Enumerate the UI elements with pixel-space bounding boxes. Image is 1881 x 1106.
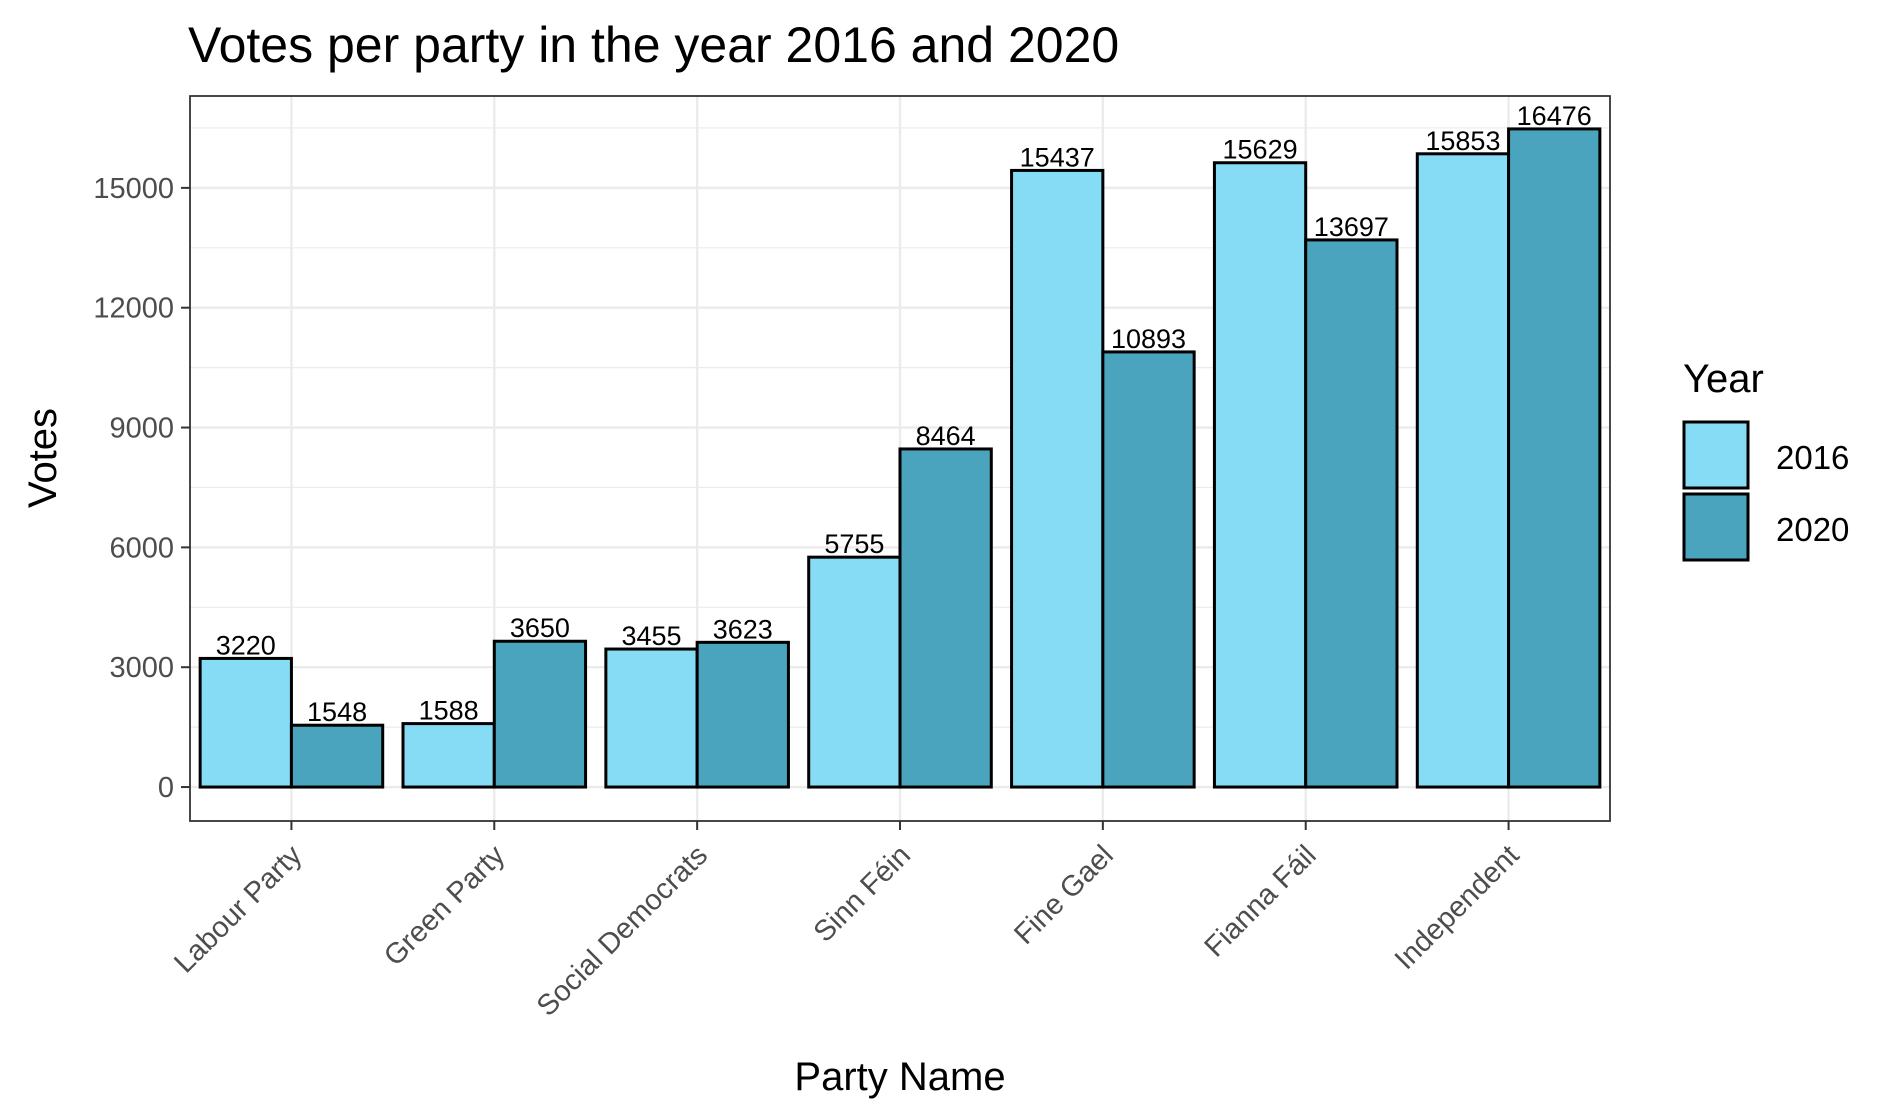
data-label: 8464 xyxy=(916,421,976,451)
bar-2020-5 xyxy=(1304,238,1399,789)
data-label: 15853 xyxy=(1425,126,1500,156)
y-tick-label: 6000 xyxy=(109,532,174,564)
legend: Year 2016 2020 xyxy=(1682,357,1849,562)
data-label: 15629 xyxy=(1223,135,1298,165)
bar-2016-3 xyxy=(807,555,902,789)
data-label: 10893 xyxy=(1111,324,1186,354)
y-tick-label: 15000 xyxy=(93,173,174,205)
bars xyxy=(198,127,1602,789)
y-tick-label: 9000 xyxy=(109,413,174,445)
data-label: 16476 xyxy=(1517,101,1592,131)
bar-2016-2 xyxy=(604,647,699,789)
data-label: 15437 xyxy=(1020,142,1095,172)
bar-2020-1 xyxy=(492,639,588,789)
bar-2016-1 xyxy=(401,722,496,789)
legend-label-2020: 2020 xyxy=(1776,511,1849,548)
bar-2020-0 xyxy=(289,723,385,789)
legend-title: Year xyxy=(1683,357,1764,401)
data-label: 1548 xyxy=(307,697,367,727)
y-axis: 0 3000 6000 9000 12000 15000 xyxy=(93,173,190,804)
y-tick-label: 12000 xyxy=(93,293,174,325)
bar-2016-4 xyxy=(1010,168,1105,789)
data-label: 5755 xyxy=(824,529,884,559)
y-axis-title: Votes xyxy=(21,408,65,508)
data-labels: 3220 1588 3455 5755 15437 15629 15853 1548 3650 3… xyxy=(216,101,1592,727)
legend-label-2016: 2016 xyxy=(1776,439,1849,476)
bar-2020-6 xyxy=(1507,127,1602,789)
bar-2020-4 xyxy=(1101,350,1196,789)
y-tick-label: 0 xyxy=(158,772,174,804)
bar-2020-2 xyxy=(695,640,790,789)
bar-2020-3 xyxy=(898,447,993,789)
y-tick-label: 3000 xyxy=(109,652,174,684)
bar-2016-0 xyxy=(198,656,293,789)
legend-key-2016 xyxy=(1682,420,1750,490)
chart-title: Votes per party in the year 2016 and 202… xyxy=(188,17,1119,73)
data-label: 3220 xyxy=(216,630,276,660)
data-label: 3623 xyxy=(713,614,773,644)
bar-2016-5 xyxy=(1212,161,1308,789)
x-axis-title: Party Name xyxy=(794,1055,1005,1099)
bar-2016-6 xyxy=(1415,152,1511,789)
data-label: 3455 xyxy=(621,621,681,651)
data-label: 3650 xyxy=(510,613,570,643)
data-label: 13697 xyxy=(1314,212,1389,242)
data-label: 1588 xyxy=(419,696,479,726)
legend-key-2020 xyxy=(1682,492,1750,562)
